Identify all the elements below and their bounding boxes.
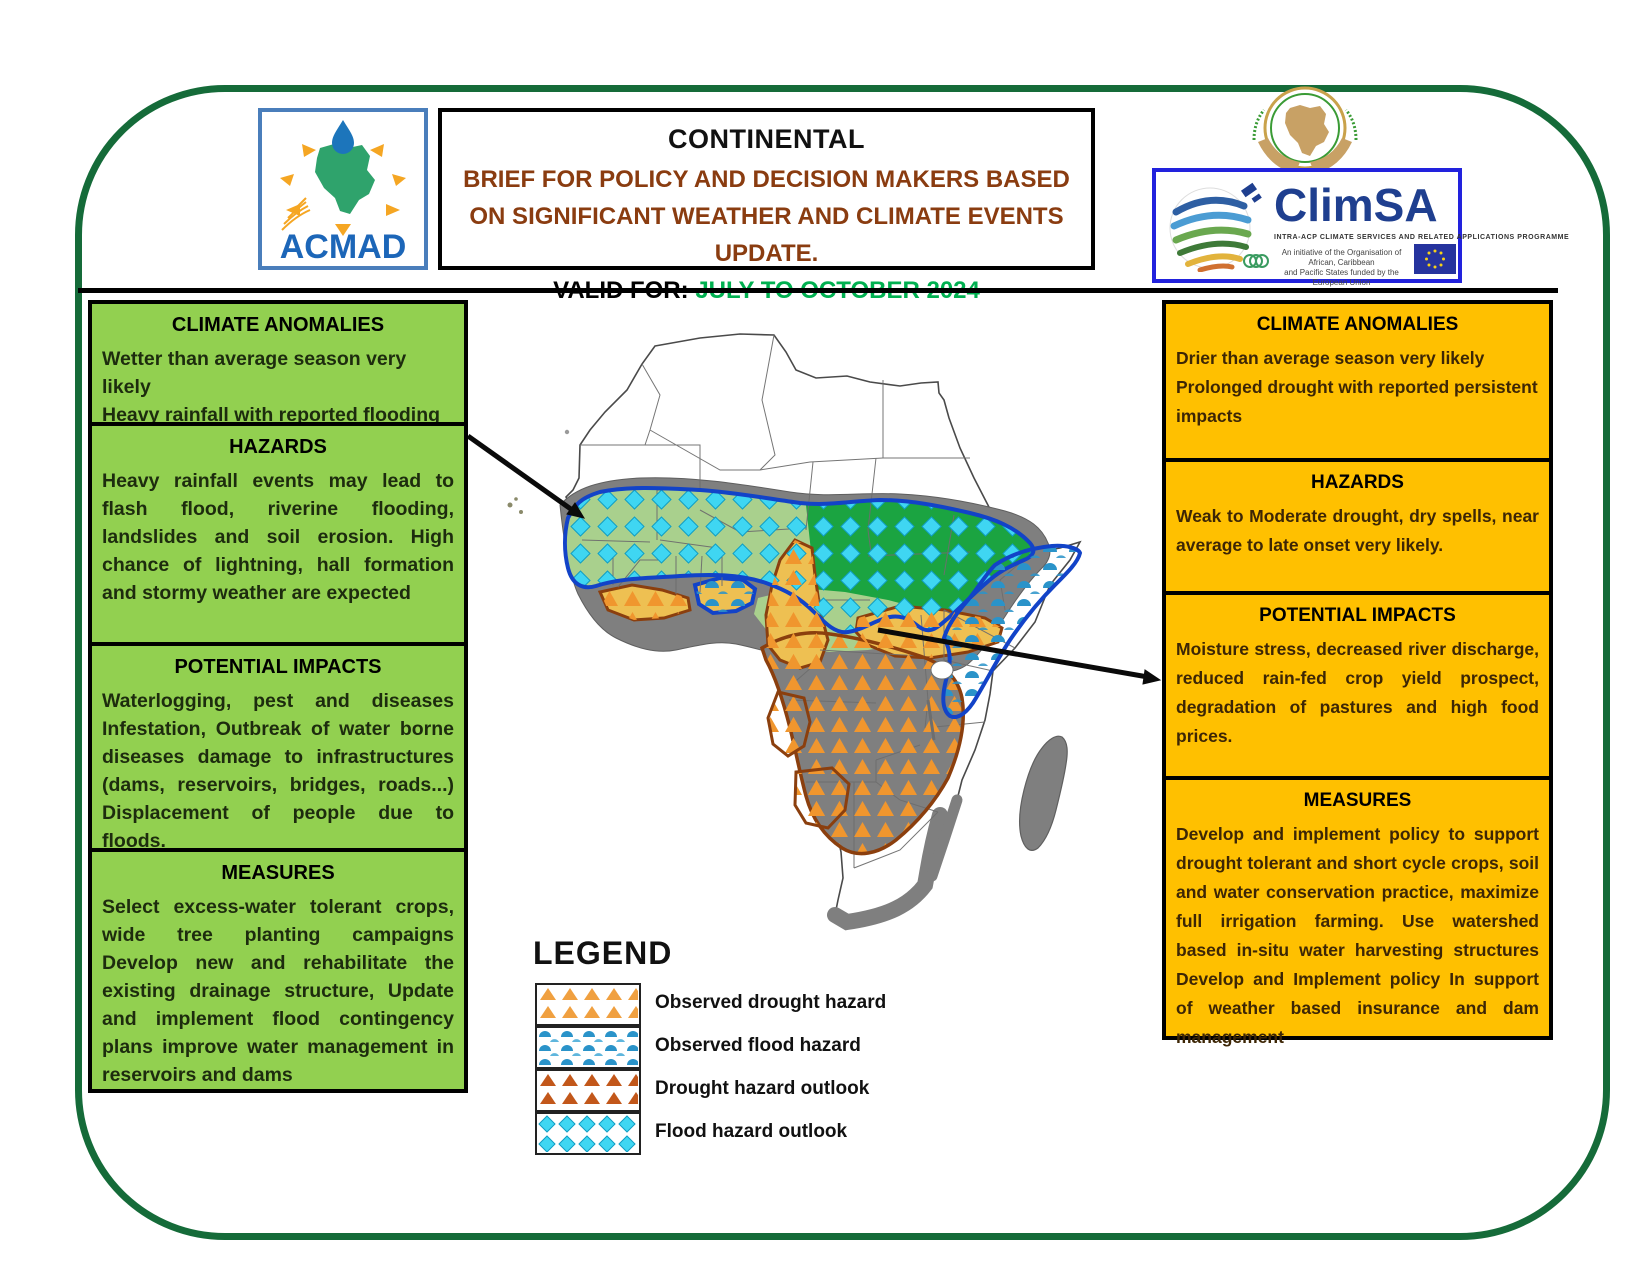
section-title: CLIMATE ANOMALIES xyxy=(1256,314,1459,335)
satellite-icon xyxy=(1240,182,1262,203)
section-title: HAZARDS xyxy=(1311,472,1404,493)
section-body: Waterlogging, pest and diseases Infestat… xyxy=(102,690,454,852)
water-drop-icon xyxy=(332,120,354,154)
acmad-logo: ACMAD xyxy=(258,108,428,270)
climsa-subtitle: INTRA-ACP CLIMATE SERVICES AND RELATED A… xyxy=(1274,234,1570,241)
anomaly-line: Drier than average season very likely xyxy=(1176,348,1485,368)
section-body: Weak to Moderate drought, dry spells, ne… xyxy=(1176,506,1539,555)
legend-item-flood-outlook: Flood hazard outlook xyxy=(535,1112,1135,1155)
poster-title: CONTINENTAL xyxy=(668,124,865,154)
globe-icon xyxy=(1169,182,1262,272)
drought-hazards-section: HAZARDS Weak to Moderate drought, dry sp… xyxy=(1162,458,1553,595)
climsa-logo: ClimSA INTRA-ACP CLIMATE SERVICES AND RE… xyxy=(1152,168,1569,287)
anomaly-line: Wetter than average season very likely xyxy=(102,348,407,398)
poster-subtitle: BRIEF FOR POLICY AND DECISION MAKERS BAS… xyxy=(463,166,1070,267)
section-body: Heavy rainfall events may lead to flash … xyxy=(102,470,454,604)
acmad-africa-shape xyxy=(315,144,375,214)
drought-climate-anomalies-section: CLIMATE ANOMALIES Drier than average sea… xyxy=(1162,300,1553,462)
outer-frame xyxy=(75,85,1610,1240)
section-title: CLIMATE ANOMALIES xyxy=(171,314,385,336)
anomaly-line: Prolonged drought with reported persiste… xyxy=(1176,377,1538,426)
header-divider-rule xyxy=(78,288,1558,293)
flood-impacts-section: POTENTIAL IMPACTS Waterlogging, pest and… xyxy=(88,642,468,852)
flood-climate-anomalies-section: CLIMATE ANOMALIES Wetter than average se… xyxy=(88,300,468,454)
observed-drought-swatch-icon xyxy=(535,983,641,1026)
section-title: HAZARDS xyxy=(229,436,327,458)
legend-item-drought-outlook: Drought hazard outlook xyxy=(535,1069,1135,1112)
legend-item-observed-flood: Observed flood hazard xyxy=(535,1026,1135,1069)
drought-outlook-swatch-icon xyxy=(535,1069,641,1112)
drought-impacts-section: POTENTIAL IMPACTS Moisture stress, decre… xyxy=(1162,591,1553,780)
climsa-wordmark: ClimSA xyxy=(1274,179,1438,231)
section-body: Moisture stress, decreased river dischar… xyxy=(1176,639,1539,746)
flood-outlook-swatch-icon xyxy=(535,1112,641,1155)
acmad-wordmark: ACMAD xyxy=(280,228,407,266)
acmad-fan-lines xyxy=(281,197,311,231)
drought-measures-section: MEASURES Develop and implement policy to… xyxy=(1162,776,1553,1047)
flood-panel: CLIMATE ANOMALIES Wetter than average se… xyxy=(88,300,468,1093)
observed-flood-swatch-icon xyxy=(535,1026,641,1069)
legend-item-observed-drought: Observed drought hazard xyxy=(535,983,1135,1026)
section-body: Develop and implement policy to support … xyxy=(1176,824,1539,1047)
section-title: MEASURES xyxy=(1303,790,1412,811)
section-title: MEASURES xyxy=(221,862,335,884)
section-body: Select excess-water tolerant crops, wide… xyxy=(102,896,454,1086)
acp-logo-icon xyxy=(1243,254,1269,268)
section-title: POTENTIAL IMPACTS xyxy=(1259,605,1456,626)
climsa-funding-note: An initiative of the Organisation of Afr… xyxy=(1281,248,1402,287)
section-title: POTENTIAL IMPACTS xyxy=(174,656,382,678)
flood-measures-section: MEASURES Select excess-water tolerant cr… xyxy=(88,848,468,1093)
drought-panel: CLIMATE ANOMALIES Drier than average sea… xyxy=(1162,300,1553,1047)
flood-hazards-section: HAZARDS Heavy rainfall events may lead t… xyxy=(88,422,468,646)
legend-title: LEGEND xyxy=(533,935,673,971)
eu-flag-icon xyxy=(1414,244,1456,274)
title-box: CONTINENTAL BRIEF FOR POLICY AND DECISIO… xyxy=(438,108,1095,304)
